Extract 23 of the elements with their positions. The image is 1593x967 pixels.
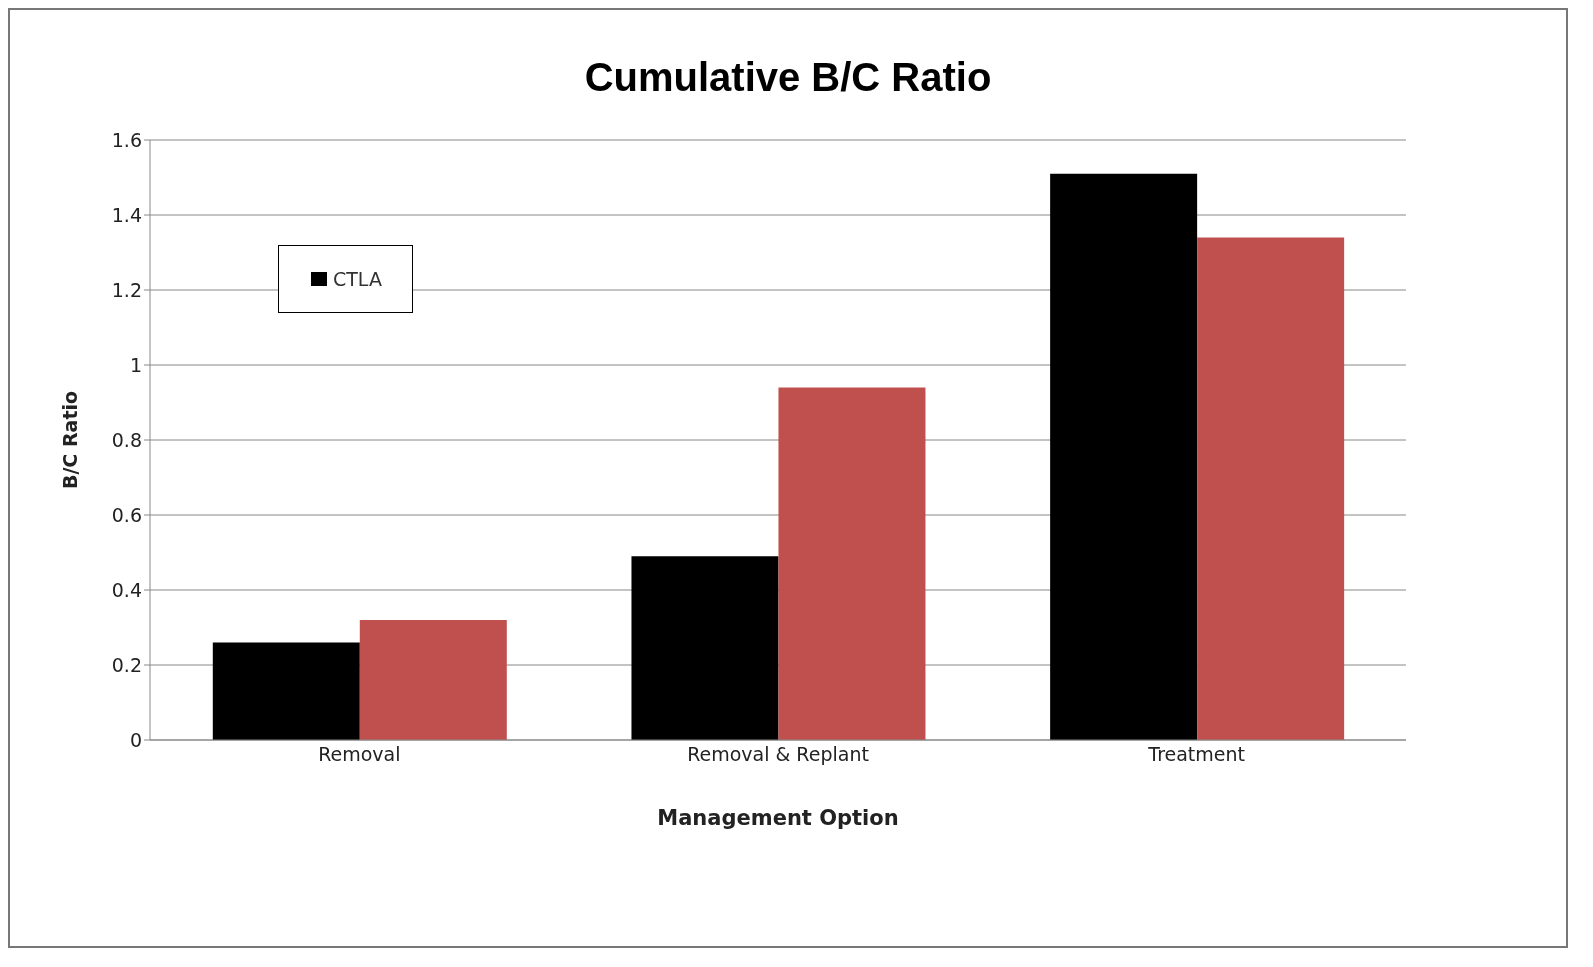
y-axis-title: B/C Ratio — [58, 390, 81, 490]
x-axis-title: Management Option — [657, 806, 899, 830]
y-tick-label: 0.4 — [111, 578, 142, 601]
bar — [359, 620, 507, 740]
bar — [212, 642, 360, 740]
x-tick-label: Removal & Replant — [687, 743, 869, 766]
y-tick-label: 1.6 — [111, 128, 142, 151]
y-tick-label: 0 — [129, 728, 142, 751]
y-tick-label: 0.2 — [111, 653, 142, 676]
bar — [631, 556, 779, 740]
y-tick-label: 1 — [129, 353, 142, 376]
legend-label: CTLA — [333, 268, 382, 290]
y-tick-label: 1.4 — [111, 203, 142, 226]
y-tick-label: 1.2 — [111, 278, 142, 301]
y-tick-label: 0.6 — [111, 503, 142, 526]
x-tick-label: Removal — [318, 743, 401, 766]
chart-title: Cumulative B/C Ratio — [583, 55, 993, 100]
bar — [1197, 237, 1345, 740]
y-tick-label: 0.8 — [111, 428, 142, 451]
x-tick-label: Treatment — [1147, 743, 1246, 766]
bar — [778, 387, 926, 740]
bar — [1050, 173, 1198, 740]
legend-frame: CTLA — [278, 245, 413, 313]
